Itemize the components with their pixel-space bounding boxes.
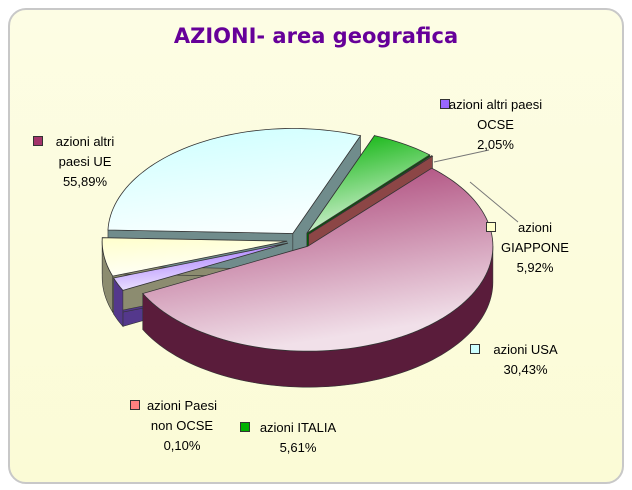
category-label: azioni USA (493, 342, 558, 357)
category-label: azioni ITALIA (259, 420, 337, 435)
legend-swatch (240, 422, 250, 432)
legend-swatch (470, 344, 480, 354)
slice (107, 128, 362, 234)
value-label: 2,05% (477, 137, 514, 152)
legend-swatch (440, 99, 450, 109)
data-label: azioni GIAPPONE 5,92% (495, 218, 575, 278)
data-label: azioni altri paesi OCSE 2,05% (448, 95, 543, 155)
legend-swatch (486, 222, 496, 232)
slices (101, 128, 494, 352)
data-label: azioni Paesi non OCSE 0,10% (138, 396, 226, 456)
data-label: azioni ITALIA 5,61% (248, 418, 348, 458)
value-label: 5,61% (279, 440, 317, 455)
slice (142, 167, 494, 352)
category-label: azioni GIAPPONE (501, 220, 569, 255)
legend-swatch (130, 400, 140, 410)
category-label: azioni Paesi non OCSE (146, 398, 218, 433)
legend-swatch (33, 136, 43, 146)
value-label: 30,43% (503, 362, 548, 377)
leader-line (469, 181, 519, 223)
chart-title: AZIONI- area geografica (173, 24, 459, 48)
category-label: azioni altri paesi UE (55, 134, 115, 169)
value-label: 0,10% (163, 438, 201, 453)
slice (306, 135, 431, 234)
slice (308, 155, 434, 235)
value-label: 55,89% (62, 174, 108, 189)
category-label: azioni altri paesi OCSE (448, 97, 543, 132)
slice (112, 242, 289, 291)
slice (101, 237, 288, 277)
leader-line (433, 149, 490, 163)
data-label: azioni altri paesi UE 55,89% (40, 132, 130, 192)
data-label: azioni USA 30,43% (478, 340, 573, 380)
value-label: 5,92% (516, 260, 554, 275)
